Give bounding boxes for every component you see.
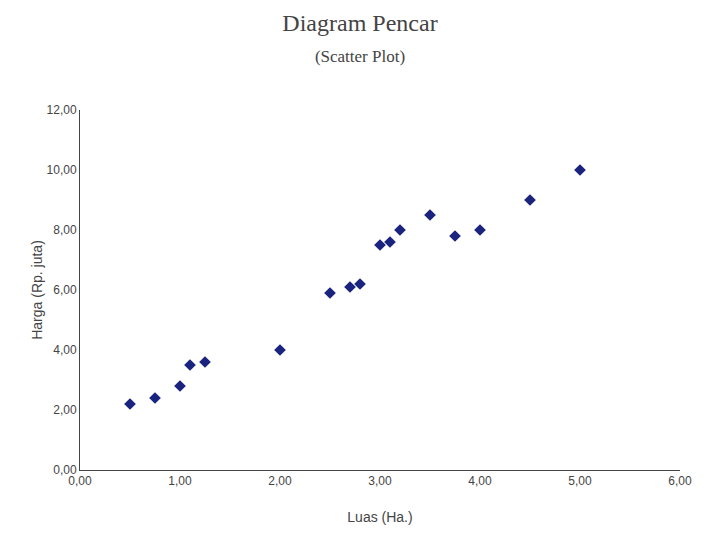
svg-text:1,00: 1,00 (168, 474, 192, 488)
svg-text:Harga (Rp. juta): Harga (Rp. juta) (29, 240, 45, 340)
svg-text:6,00: 6,00 (668, 474, 692, 488)
svg-text:2,00: 2,00 (268, 474, 292, 488)
svg-text:0,00: 0,00 (53, 463, 77, 477)
svg-text:4,00: 4,00 (53, 343, 77, 357)
svg-text:12,00: 12,00 (47, 103, 77, 117)
svg-text:2,00: 2,00 (53, 403, 77, 417)
svg-text:3,00: 3,00 (368, 474, 392, 488)
svg-text:Luas (Ha.): Luas (Ha.) (347, 509, 412, 525)
svg-text:10,00: 10,00 (47, 163, 77, 177)
svg-text:5,00: 5,00 (568, 474, 592, 488)
svg-text:4,00: 4,00 (468, 474, 492, 488)
svg-text:Diagram Pencar(Scatter Plot): Diagram Pencar(Scatter Plot) (282, 10, 437, 66)
svg-text:6,00: 6,00 (53, 283, 77, 297)
svg-text:8,00: 8,00 (53, 223, 77, 237)
svg-text:0,00: 0,00 (68, 474, 92, 488)
